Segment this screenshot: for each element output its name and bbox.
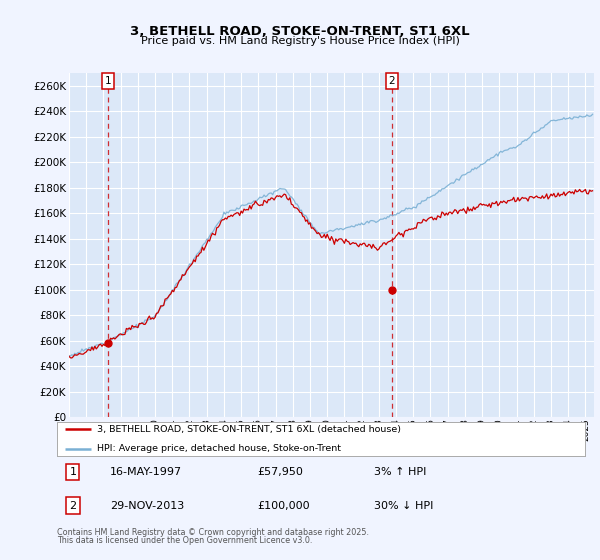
- Text: 3% ↑ HPI: 3% ↑ HPI: [374, 467, 426, 477]
- Text: £100,000: £100,000: [257, 501, 310, 511]
- Text: 3, BETHELL ROAD, STOKE-ON-TRENT, ST1 6XL (detached house): 3, BETHELL ROAD, STOKE-ON-TRENT, ST1 6XL…: [97, 425, 401, 434]
- Text: Contains HM Land Registry data © Crown copyright and database right 2025.: Contains HM Land Registry data © Crown c…: [57, 528, 369, 536]
- Text: £57,950: £57,950: [257, 467, 304, 477]
- Text: HPI: Average price, detached house, Stoke-on-Trent: HPI: Average price, detached house, Stok…: [97, 444, 341, 453]
- Text: 3, BETHELL ROAD, STOKE-ON-TRENT, ST1 6XL: 3, BETHELL ROAD, STOKE-ON-TRENT, ST1 6XL: [130, 25, 470, 38]
- Text: 1: 1: [104, 76, 111, 86]
- Text: 2: 2: [388, 76, 395, 86]
- Text: 29-NOV-2013: 29-NOV-2013: [110, 501, 184, 511]
- Text: 16-MAY-1997: 16-MAY-1997: [110, 467, 182, 477]
- Text: Price paid vs. HM Land Registry's House Price Index (HPI): Price paid vs. HM Land Registry's House …: [140, 36, 460, 46]
- Text: 1: 1: [70, 467, 76, 477]
- Text: This data is licensed under the Open Government Licence v3.0.: This data is licensed under the Open Gov…: [57, 536, 313, 545]
- Text: 30% ↓ HPI: 30% ↓ HPI: [374, 501, 433, 511]
- Text: 2: 2: [69, 501, 76, 511]
